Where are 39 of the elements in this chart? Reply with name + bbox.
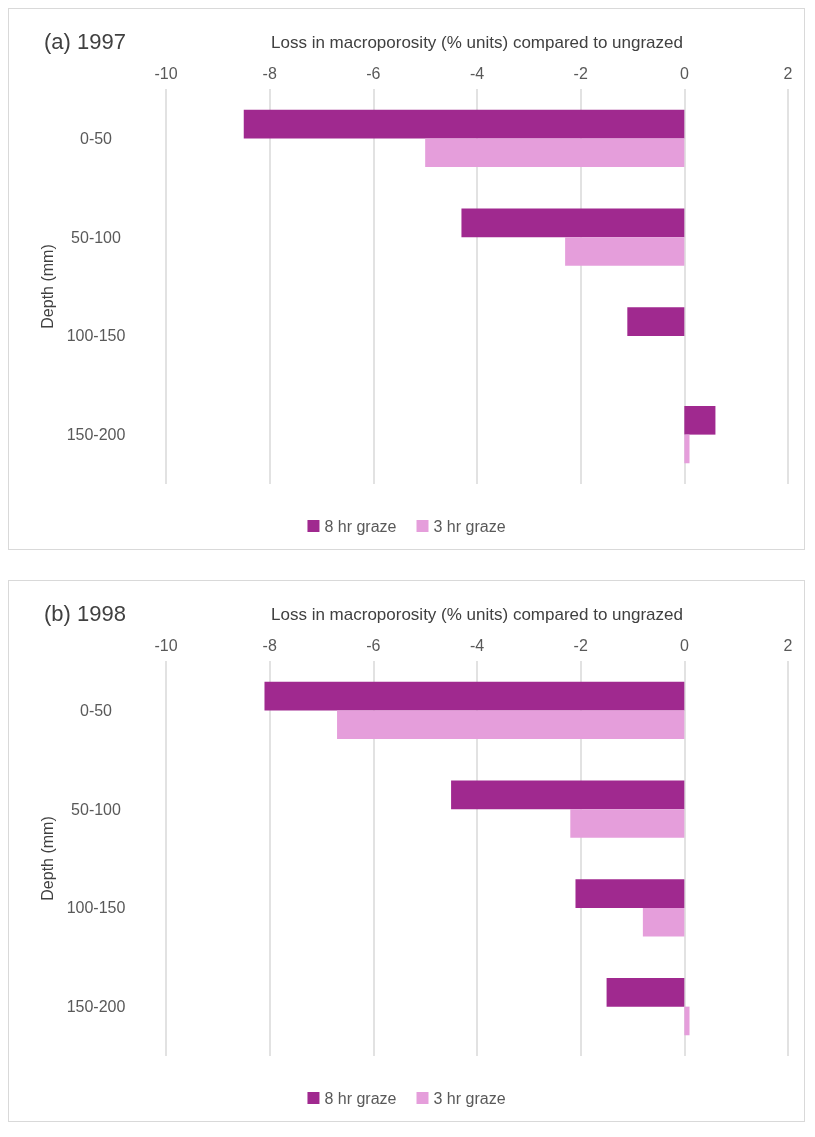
bar [684, 405, 716, 435]
y-tick-label: 100-150 [66, 899, 126, 917]
legend-label: 3 hr graze [433, 517, 506, 535]
x-tick-label: -8 [262, 64, 277, 82]
y-tick-label: 50-100 [71, 228, 122, 246]
x-tick-label: -8 [262, 636, 277, 654]
bar [425, 138, 685, 168]
x-tick-label: 2 [783, 636, 793, 654]
y-tick-label: 150-200 [66, 426, 126, 444]
legend-label: 8 hr graze [324, 1089, 397, 1107]
x-tick-label: -4 [469, 64, 485, 82]
legend-label: 3 hr graze [433, 1089, 506, 1107]
x-tick-label: 2 [783, 64, 793, 82]
x-tick-label: -10 [154, 64, 178, 82]
y-axis-title: Depth (mm) [39, 244, 57, 329]
legend-label: 8 hr graze [324, 517, 397, 535]
x-tick-label: -2 [573, 64, 588, 82]
y-axis-title: Depth (mm) [39, 816, 57, 901]
chart-title: (b) 1998 [44, 600, 126, 626]
x-axis-title: Loss in macroporosity (% units) compared to ungrazed [271, 605, 683, 624]
x-tick-label: -4 [469, 636, 485, 654]
x-tick-label: 0 [679, 636, 689, 654]
x-tick-label: -10 [154, 636, 178, 654]
bar [565, 237, 685, 266]
bar [461, 208, 685, 238]
chart-title: (a) 1997 [44, 28, 126, 54]
x-tick-label: -2 [573, 636, 588, 654]
y-tick-label: 0-50 [79, 701, 113, 719]
x-tick-label: -6 [366, 64, 381, 82]
x-tick-label: -6 [366, 636, 381, 654]
y-tick-label: 50-100 [71, 800, 122, 818]
bar [684, 434, 690, 464]
bar [627, 307, 685, 336]
y-tick-label: 150-200 [66, 998, 126, 1016]
y-tick-label: 100-150 [66, 327, 126, 345]
y-tick-label: 0-50 [79, 129, 113, 147]
bar [243, 109, 685, 139]
x-tick-label: 0 [679, 64, 689, 82]
x-axis-title: Loss in macroporosity (% units) compared to ungrazed [271, 33, 683, 52]
